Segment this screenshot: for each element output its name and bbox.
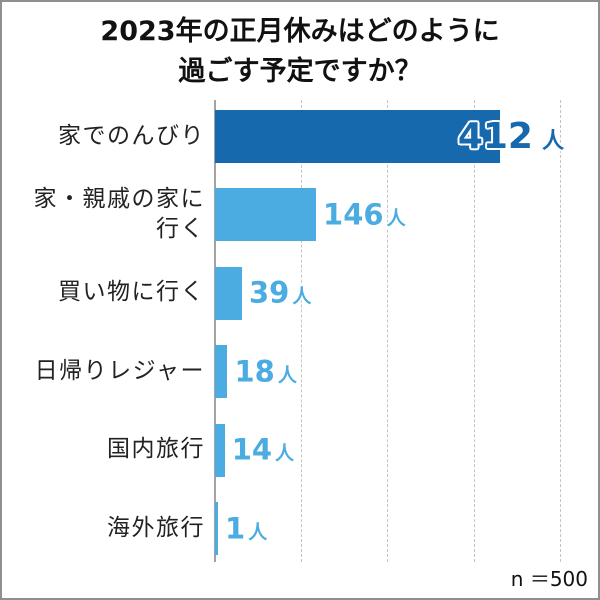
chart-title-line: 2023年の正月休みはどのように [100, 16, 500, 47]
value-unit: 人 [277, 364, 297, 387]
category-axis-line [214, 100, 216, 562]
category-label: 家・親戚の家に行く [33, 186, 205, 242]
bar [215, 502, 218, 555]
gridline [387, 100, 389, 562]
category-label: 日帰りレジャー [34, 357, 205, 384]
value-unit: 人 [386, 207, 406, 230]
value-unit: 人 [292, 285, 312, 308]
value-label: 39 人 [248, 275, 312, 310]
value-number: 39 [248, 275, 290, 310]
bar [215, 188, 317, 242]
bar [215, 345, 228, 399]
chart-title: 2023年の正月休みはどのように 過ごす予定ですか？ [0, 12, 600, 92]
value-label: 412 人 [457, 115, 564, 157]
value-label: 146 人 [323, 200, 406, 229]
category-label: 国内旅行 [107, 436, 205, 463]
value-number: 146 [323, 197, 384, 232]
value-unit: 人 [275, 442, 295, 465]
category-label: 買い物に行く [58, 279, 205, 306]
value-unit: 人 [541, 128, 564, 154]
value-label: 14 人 [231, 432, 295, 467]
bar [215, 110, 501, 163]
bar [215, 266, 242, 320]
value-number: 1 [225, 511, 246, 545]
bar [215, 423, 225, 477]
chart-title-line: 過ごす予定ですか？ [178, 56, 422, 87]
value-number: 412 [457, 115, 533, 157]
category-label: 家でのんびり [58, 122, 205, 149]
value-label: 18 人 [234, 357, 296, 386]
sample-size-note: n ＝500 [510, 567, 588, 591]
value-number: 18 [234, 354, 275, 389]
gridline [473, 100, 475, 562]
gridline [300, 100, 302, 562]
gridline [560, 100, 562, 562]
category-label: 海外旅行 [107, 514, 205, 541]
value-unit: 人 [248, 521, 268, 543]
value-number: 14 [231, 432, 273, 467]
